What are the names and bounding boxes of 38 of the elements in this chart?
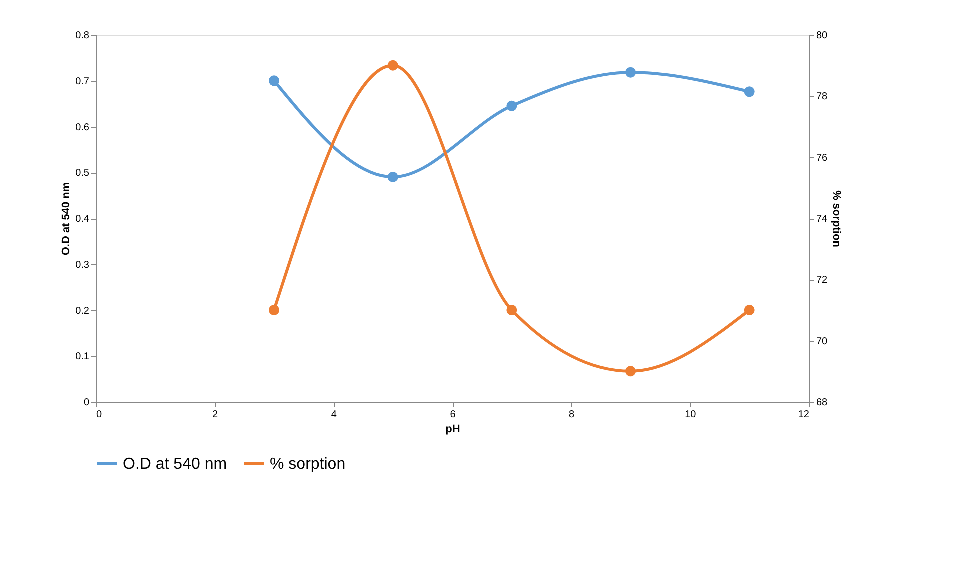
y-tick-label: 0 (84, 398, 90, 408)
y-tick-label: 0.6 (76, 122, 90, 134)
point (626, 366, 636, 377)
point (269, 305, 280, 316)
point (506, 305, 518, 316)
y-tick-label: 0.2 (76, 306, 90, 317)
y2-tick-label: 70 (816, 336, 828, 348)
legend-label: % sorption (270, 456, 346, 473)
y2-tick-label: 80 (816, 30, 828, 42)
x-tick-label: 2 (212, 410, 219, 420)
y-tick-label: 0.3 (76, 260, 90, 271)
y2-tick-label: 72 (816, 275, 828, 286)
y2-tick-label: 78 (816, 92, 828, 103)
x-tick-label: 0 (96, 410, 102, 420)
point (388, 172, 398, 182)
x-tick-label: 6 (450, 410, 456, 420)
x-tick-label: 4 (331, 410, 338, 420)
x-tick-label: 10 (685, 410, 697, 420)
legend-label: O.D at 540 nm (123, 456, 228, 473)
y-tick-label: 0.7 (76, 76, 90, 88)
y2-axis-title: % sorption (830, 190, 843, 248)
y2-tick-label: 74 (816, 214, 828, 225)
x-tick-label: 8 (569, 410, 576, 420)
point (506, 100, 518, 112)
y-tick-label: 0.4 (76, 214, 90, 225)
point (744, 305, 755, 316)
x-tick-label: 12 (798, 410, 810, 420)
x-axis-title: pH (446, 424, 460, 436)
y-tick-label: 0.5 (76, 168, 90, 180)
y-tick-label: 0.1 (76, 352, 90, 363)
point (388, 60, 398, 71)
y2-tick-label: 76 (816, 152, 828, 164)
y2-tick-label: 68 (816, 398, 828, 408)
y-tick-label: 0.8 (76, 30, 90, 42)
point (744, 86, 755, 98)
y-axis-title: O.D at 540 nm (60, 182, 73, 256)
point (626, 67, 636, 78)
point (269, 76, 280, 86)
